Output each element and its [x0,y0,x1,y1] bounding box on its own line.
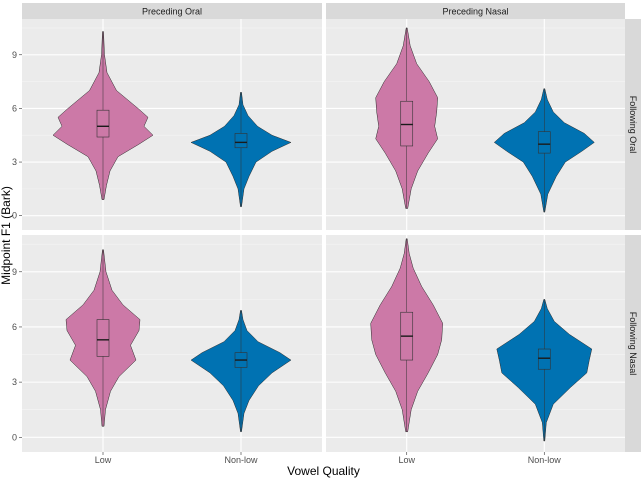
strip-top-left [22,3,322,19]
strip-label-following-oral: Following Oral [628,96,638,154]
y-tick-label: 6 [12,322,17,332]
panel-preceding-nasal-following-nasal [326,235,625,452]
strip-right-bottom [625,235,641,452]
violin-low [52,31,154,200]
y-tick-label: 6 [12,103,17,113]
violin-low [370,238,443,433]
strip-right-top [625,19,641,230]
strip-top-right [326,3,625,19]
x-tick-label: Non-low [528,455,562,465]
box-iqr [234,133,248,149]
violin-low [375,27,438,209]
panel-background [22,235,322,452]
box-iqr [537,131,551,154]
strip-label-preceding-nasal: Preceding Nasal [442,7,508,17]
panel-preceding-nasal-following-oral [326,19,625,230]
panel-background [326,19,625,230]
panels-layer [22,19,625,452]
y-tick-label: 9 [12,50,17,60]
violin-non-low [494,88,595,213]
box-iqr [537,348,551,370]
box-iqr [400,100,414,147]
y-tick-label: 3 [12,377,17,387]
y-tick-label: 0 [12,211,17,221]
panel-preceding-oral-following-nasal [22,235,322,452]
y-tick-label: 9 [12,267,17,277]
y-tick-label: 3 [12,157,17,167]
x-tick-label: Non-low [224,455,258,465]
x-axis-title: Vowel Quality [287,464,360,478]
y-tick-label: 0 [12,432,17,442]
x-tick-label: Low [95,455,112,465]
panel-preceding-oral-following-oral [22,19,322,230]
violin-low [65,249,141,427]
axes-layer: 0 3 6 9 0 3 6 9 Low Non-low Low Non-low [12,50,561,465]
strip-label-preceding-oral: Preceding Oral [142,7,202,17]
y-axis-title: Midpoint F1 (Bark) [0,186,13,285]
x-tick-label: Low [398,455,415,465]
box-iqr [96,109,110,138]
strip-label-following-nasal: Following Nasal [628,312,638,376]
box-iqr [96,319,110,357]
